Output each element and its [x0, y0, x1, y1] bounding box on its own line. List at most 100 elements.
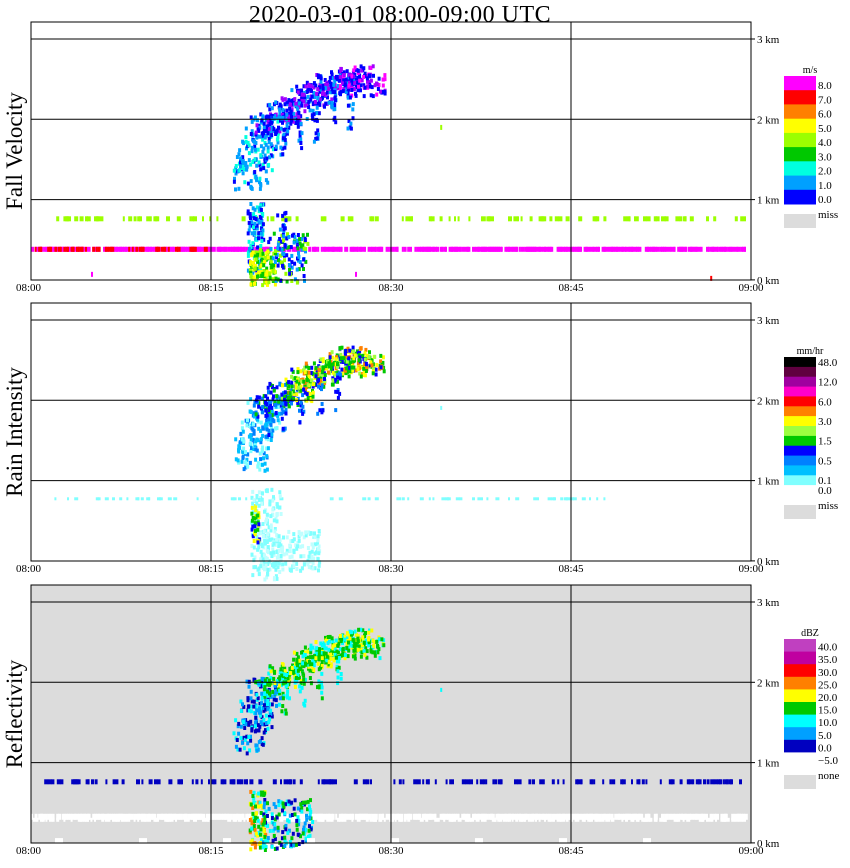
- radar-pixel: [328, 639, 331, 644]
- radar-pixel: [285, 123, 289, 128]
- radar-pixel: [302, 681, 306, 686]
- surface-echo: [185, 813, 188, 820]
- radar-pixel: [268, 715, 271, 719]
- radar-pixel: [295, 561, 299, 566]
- radar-pixel: [270, 106, 274, 111]
- radar-pixel: [262, 451, 266, 456]
- radar-pixel: [276, 246, 280, 251]
- radar-pixel: [325, 658, 329, 663]
- radar-pixel: [290, 836, 294, 841]
- radar-pixel: [273, 249, 277, 253]
- legend-swatch: [784, 752, 816, 766]
- surface-echo: [184, 246, 187, 252]
- radar-pixel: [273, 837, 277, 842]
- surface-echo: [722, 779, 725, 785]
- radar-pixel: [302, 409, 306, 414]
- surface-echo: [697, 779, 702, 785]
- radar-pixel: [273, 817, 277, 822]
- radar-pixel: [253, 266, 257, 271]
- radar-pixel: [280, 116, 284, 121]
- surface-echo: [554, 813, 558, 820]
- radar-pixel: [350, 88, 354, 92]
- radar-pixel: [302, 562, 306, 567]
- radar-pixel: [259, 437, 263, 442]
- radar-pixel: [371, 638, 375, 643]
- radar-pixel: [383, 91, 387, 96]
- radar-pixel: [262, 706, 265, 710]
- surface-echo: [409, 813, 412, 820]
- radar-pixel: [270, 563, 274, 567]
- surface-echo: [176, 216, 181, 222]
- radar-pixel: [251, 206, 255, 211]
- surface-echo: [700, 246, 703, 252]
- radar-pixel: [266, 149, 270, 154]
- radar-pixel: [261, 445, 265, 450]
- surface-echo: [266, 817, 269, 822]
- radar-pixel: [259, 560, 263, 565]
- radar-pixel: [254, 439, 258, 444]
- radar-pixel: [364, 646, 368, 651]
- surface-echo: [299, 813, 303, 820]
- surface-echo: [520, 813, 523, 820]
- radar-pixel: [264, 115, 268, 120]
- radar-pixel: [288, 696, 291, 701]
- surface-echo: [634, 246, 637, 252]
- radar-pixel: [333, 87, 337, 92]
- surface-echo: [578, 246, 582, 252]
- radar-pixel: [339, 69, 343, 74]
- surface-echo: [315, 246, 318, 252]
- radar-pixel: [348, 348, 352, 353]
- radar-pixel: [254, 743, 258, 748]
- radar-pixel: [257, 545, 261, 550]
- surface-echo: [725, 817, 730, 822]
- radar-pixel: [285, 693, 289, 698]
- radar-pixel: [274, 804, 278, 809]
- surface-echo: [124, 246, 127, 252]
- surface-echo: [148, 779, 153, 785]
- radar-pixel: [252, 216, 256, 221]
- radar-pixel: [285, 548, 289, 553]
- radar-pixel: [244, 450, 247, 455]
- radar-pixel: [263, 272, 267, 277]
- radar-pixel: [302, 99, 306, 104]
- radar-pixel: [285, 253, 289, 258]
- radar-pixel: [274, 100, 278, 105]
- radar-pixel: [266, 180, 270, 185]
- radar-pixel: [263, 538, 267, 543]
- radar-pixel: [282, 535, 285, 540]
- radar-pixel: [347, 356, 351, 361]
- radar-pixel: [270, 844, 274, 849]
- radar-pixel: [249, 840, 253, 845]
- radar-pixel: [266, 414, 270, 419]
- radar-pixel: [286, 129, 290, 134]
- radar-pixel: [368, 350, 371, 355]
- radar-pixel: [364, 631, 367, 635]
- radar-pixel: [269, 694, 273, 699]
- radar-pixel: [265, 467, 269, 472]
- surface-echo: [707, 817, 712, 822]
- surface-echo: [662, 216, 666, 222]
- radar-pixel: [320, 651, 324, 655]
- surface-echo: [56, 216, 60, 222]
- radar-pixel: [241, 454, 245, 459]
- radar-pixel: [252, 796, 256, 801]
- surface-echo: [289, 779, 292, 785]
- surface-echo: [680, 813, 683, 820]
- radar-pixel: [338, 84, 342, 89]
- radar-pixel: [360, 643, 364, 647]
- radar-pixel: [293, 798, 297, 803]
- surface-echo: [374, 817, 377, 822]
- radar-pixel: [300, 103, 304, 108]
- radar-pixel: [262, 708, 266, 713]
- radar-pixel: [297, 675, 301, 680]
- surface-echo: [77, 246, 80, 252]
- radar-pixel: [336, 643, 340, 648]
- radar-pixel: [306, 232, 309, 237]
- radar-pixel: [301, 393, 305, 398]
- radar-pixel: [256, 252, 260, 257]
- surface-echo: [659, 817, 662, 822]
- radar-pixel: [293, 97, 297, 102]
- radar-pixel: [253, 207, 257, 212]
- radar-pixel: [331, 652, 335, 657]
- radar-pixel: [350, 643, 354, 648]
